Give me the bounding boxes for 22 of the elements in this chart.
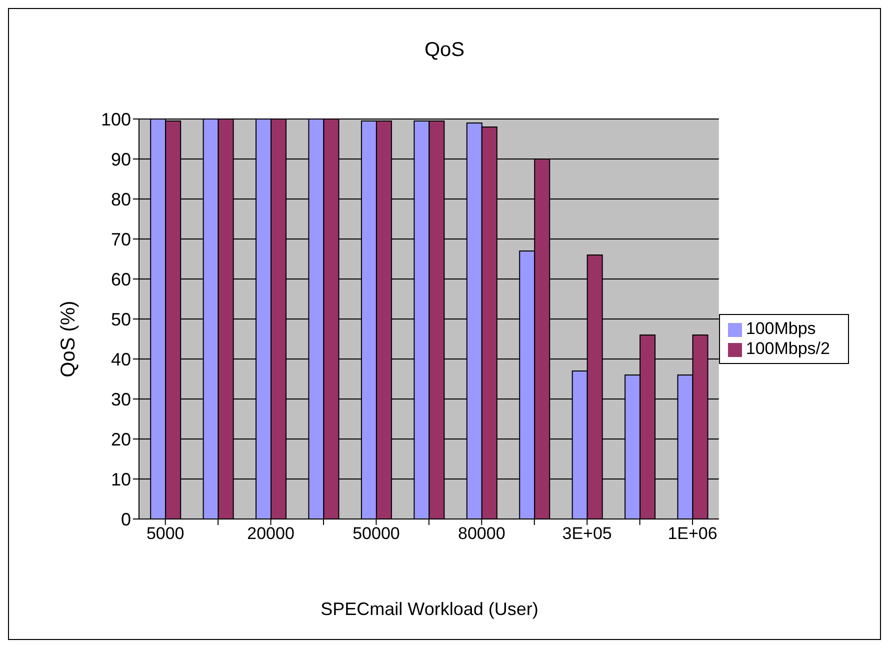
x-tick-label: 80000 (458, 524, 506, 544)
chart-title: QoS (423, 39, 466, 62)
y-tick-label: 70 (110, 229, 131, 250)
x-tick-label: 20000 (247, 524, 294, 544)
legend-label: 100Mbps (746, 319, 816, 338)
x-tick-label: 50000 (352, 524, 400, 544)
y-tick-label: 100 (100, 109, 131, 130)
y-tick-label: 80 (110, 189, 131, 210)
y-tick-label: 0 (120, 509, 131, 530)
y-tick-label: 20 (110, 429, 131, 450)
y-tick-label: 60 (110, 269, 131, 290)
x-tick-label: 5000 (146, 524, 184, 544)
x-tick-label: 1E+06 (668, 524, 718, 544)
y-tick-label: 30 (110, 389, 131, 410)
y-tick-label: 90 (110, 149, 131, 170)
y-axis-title: QoS (%) (58, 300, 80, 378)
x-axis-title: SPECmail Workload (User) (320, 599, 538, 619)
y-tick-label: 40 (110, 349, 131, 370)
y-tick-label: 10 (110, 469, 131, 490)
legend-label: 100Mbps/2 (746, 339, 830, 358)
x-tick-label: 3E+05 (562, 524, 612, 544)
y-tick-label: 50 (110, 309, 131, 330)
